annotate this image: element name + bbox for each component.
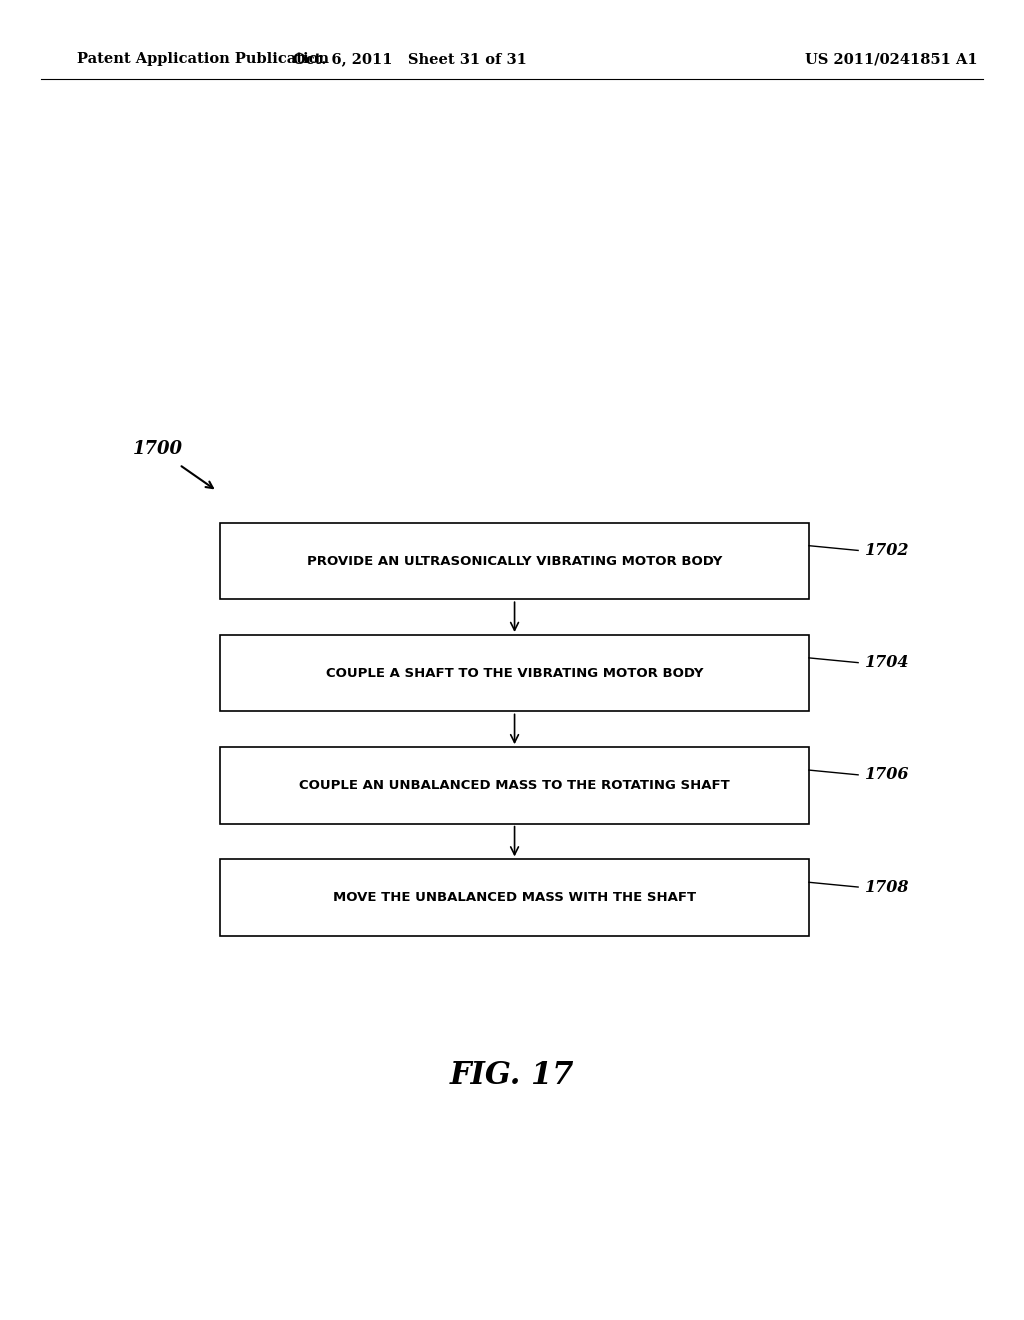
Text: 1702: 1702 — [865, 543, 909, 558]
Text: Oct. 6, 2011   Sheet 31 of 31: Oct. 6, 2011 Sheet 31 of 31 — [293, 53, 526, 66]
Text: US 2011/0241851 A1: US 2011/0241851 A1 — [805, 53, 977, 66]
Bar — [220, 859, 809, 936]
Text: MOVE THE UNBALANCED MASS WITH THE SHAFT: MOVE THE UNBALANCED MASS WITH THE SHAFT — [333, 891, 696, 904]
Text: 1706: 1706 — [865, 767, 909, 783]
Bar — [220, 523, 809, 599]
Text: 1704: 1704 — [865, 655, 909, 671]
Text: PROVIDE AN ULTRASONICALLY VIBRATING MOTOR BODY: PROVIDE AN ULTRASONICALLY VIBRATING MOTO… — [307, 554, 722, 568]
Text: 1700: 1700 — [133, 440, 183, 458]
Text: Patent Application Publication: Patent Application Publication — [77, 53, 329, 66]
Text: COUPLE AN UNBALANCED MASS TO THE ROTATING SHAFT: COUPLE AN UNBALANCED MASS TO THE ROTATIN… — [299, 779, 730, 792]
Text: FIG. 17: FIG. 17 — [450, 1060, 574, 1092]
Bar — [220, 747, 809, 824]
Text: COUPLE A SHAFT TO THE VIBRATING MOTOR BODY: COUPLE A SHAFT TO THE VIBRATING MOTOR BO… — [326, 667, 703, 680]
Bar — [220, 635, 809, 711]
Text: 1708: 1708 — [865, 879, 909, 895]
